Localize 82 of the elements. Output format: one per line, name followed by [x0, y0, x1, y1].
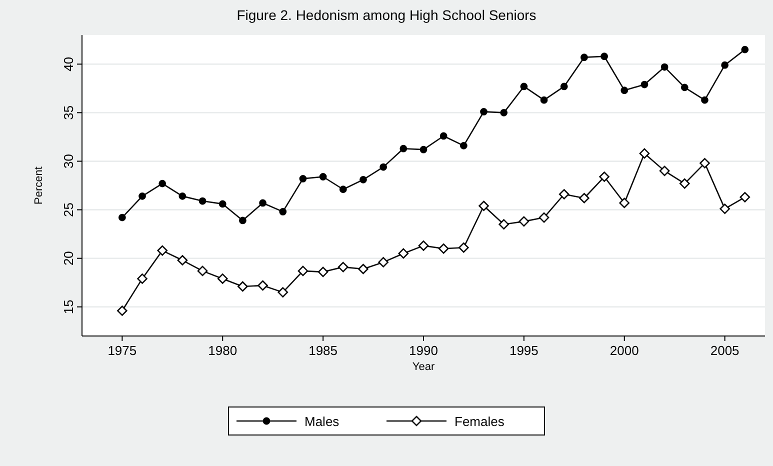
point: [639, 148, 650, 159]
point: [218, 200, 226, 208]
point: [278, 287, 288, 298]
y-tick-label: 30: [61, 154, 76, 168]
point: [659, 166, 670, 176]
x-tick-label: 1985: [308, 343, 338, 358]
y-tick-label: 15: [61, 300, 76, 314]
chart-title: Figure 2. Hedonism among High School Seniors: [236, 7, 536, 23]
point: [540, 96, 548, 104]
point: [701, 96, 708, 104]
point: [520, 82, 528, 90]
point: [138, 192, 146, 200]
point: [660, 63, 668, 71]
point: [318, 266, 328, 278]
y-axis-title: Percent: [33, 166, 45, 204]
point: [197, 266, 208, 276]
point: [700, 158, 710, 168]
point: [157, 245, 168, 256]
point: [398, 248, 409, 259]
point: [198, 197, 206, 205]
point: [560, 82, 568, 90]
y-tick-label: 40: [61, 56, 76, 72]
x-tick-label: 1990: [409, 343, 438, 358]
point: [558, 189, 570, 200]
point: [298, 266, 308, 276]
legend-label: Females: [454, 414, 505, 429]
legend-label: Males: [304, 414, 340, 429]
x-tick-label: 2005: [710, 343, 740, 358]
point: [339, 186, 347, 194]
point: [118, 214, 126, 222]
point: [679, 178, 690, 189]
point: [741, 46, 749, 54]
point: [438, 243, 449, 254]
y-tick-label: 35: [61, 105, 76, 120]
point: [400, 144, 408, 152]
point: [579, 192, 590, 204]
point: [538, 212, 550, 223]
point: [420, 146, 428, 154]
point: [460, 142, 468, 150]
point: [478, 200, 489, 212]
point: [238, 281, 248, 292]
point: [380, 163, 388, 171]
point: [640, 80, 648, 88]
point: [498, 219, 510, 230]
point: [178, 192, 186, 200]
point: [599, 172, 610, 182]
point: [358, 264, 368, 274]
point: [137, 274, 148, 284]
point: [418, 240, 429, 251]
point: [177, 255, 188, 266]
point: [619, 198, 630, 208]
x-tick-label: 1995: [509, 343, 538, 358]
point: [117, 306, 128, 316]
point: [440, 132, 448, 140]
point: [360, 176, 367, 184]
point: [600, 52, 608, 60]
point: [680, 84, 688, 92]
point: [580, 54, 588, 62]
point: [299, 175, 307, 182]
point: [518, 216, 530, 227]
y-tick-label: 25: [61, 202, 76, 218]
point: [319, 173, 327, 180]
x-tick-label: 1975: [108, 343, 137, 358]
point: [378, 257, 388, 268]
point: [258, 280, 268, 291]
point: [338, 262, 348, 272]
point: [239, 216, 246, 224]
point: [500, 108, 508, 116]
point: [158, 180, 166, 188]
x-tick-label: 2000: [610, 343, 639, 358]
point: [458, 242, 469, 253]
point: [620, 86, 628, 94]
point: [740, 192, 750, 202]
point: [259, 199, 266, 207]
point: [721, 61, 729, 69]
x-axis-title: Year: [412, 361, 435, 373]
y-tick-label: 20: [61, 251, 76, 266]
x-tick-label: 1980: [208, 343, 238, 358]
point: [279, 208, 287, 216]
point: [720, 204, 730, 214]
point: [217, 274, 228, 284]
point: [480, 108, 488, 116]
